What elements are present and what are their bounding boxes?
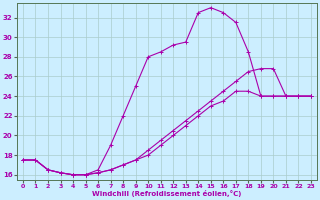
X-axis label: Windchill (Refroidissement éolien,°C): Windchill (Refroidissement éolien,°C) <box>92 190 242 197</box>
